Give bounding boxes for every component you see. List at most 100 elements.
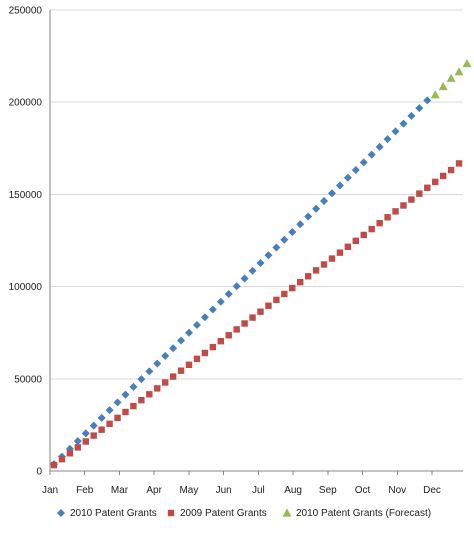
x-tick-label: Mar (111, 485, 129, 496)
series-1-point (50, 461, 58, 469)
series-1-point (122, 408, 129, 416)
series-1-point (146, 391, 153, 398)
series-0-point (407, 111, 416, 120)
series-1-point (177, 367, 185, 374)
series-1-point (209, 343, 217, 351)
series-0-point (105, 406, 114, 415)
series-1-point (138, 396, 145, 404)
series-0-point (232, 282, 241, 291)
series-1-point (408, 196, 415, 203)
series-1-point (58, 455, 66, 463)
x-tick-label: Jan (42, 485, 58, 496)
series-1-point (273, 296, 280, 304)
series-1-point (368, 225, 375, 233)
series-1-point (416, 190, 423, 197)
legend-label-0: 2010 Patent Grants (70, 508, 157, 519)
series-2-point (454, 67, 464, 76)
series-1-point (400, 202, 407, 209)
series-0-point (415, 104, 424, 113)
series-1-point (74, 444, 82, 451)
series-1-point (201, 349, 209, 357)
series-1-point (344, 243, 352, 250)
series-1-point (392, 208, 399, 215)
series-0-point (208, 305, 217, 314)
series-1-point (193, 355, 201, 363)
series-0-point (121, 390, 130, 399)
legend-marker-2 (282, 508, 292, 517)
series-0-point (224, 289, 233, 298)
series-1-point (297, 278, 304, 286)
series-2-point (462, 58, 472, 68)
series-1-point (336, 249, 344, 256)
series-0-point (161, 351, 170, 360)
series-1-point (328, 255, 336, 262)
x-tick-label: Jul (252, 485, 265, 496)
series-0-point (73, 437, 82, 446)
series-0-point (185, 328, 194, 337)
series-2-point (446, 73, 456, 82)
series-0-point (248, 266, 257, 275)
series-2-point (430, 90, 440, 99)
series-0-point (335, 181, 344, 190)
series-0-point (391, 127, 400, 136)
legend-label-1: 2009 Patent Grants (180, 508, 267, 519)
series-0-point (343, 173, 352, 182)
x-tick-label: May (179, 485, 198, 496)
series-0-point (272, 243, 281, 252)
series-0-point (129, 382, 138, 391)
x-tick-label: Feb (76, 485, 94, 496)
series-0-point (327, 189, 336, 198)
series-0-point (296, 220, 305, 229)
series-1-point (98, 426, 105, 433)
series-1-point (185, 361, 193, 368)
series-2-point (438, 82, 448, 91)
series-0-point (280, 235, 289, 244)
series-0-point (383, 135, 392, 144)
series-0-point (256, 258, 265, 267)
series-1-point (82, 438, 89, 445)
series-1-point (114, 414, 121, 422)
series-1-point (384, 214, 391, 221)
series-0-point (399, 119, 408, 128)
series-1-point (424, 184, 431, 191)
series-0-point (423, 96, 432, 105)
x-tick-label: Apr (146, 485, 162, 496)
series-1-point (312, 267, 320, 274)
x-tick-label: Oct (355, 485, 371, 496)
y-tick-label: 100000 (9, 282, 43, 293)
series-0-point (177, 336, 186, 345)
series-0-point (169, 344, 178, 353)
series-1-point (249, 314, 256, 321)
series-0-point (137, 375, 146, 384)
series-1-point (289, 284, 296, 292)
series-0-point (367, 150, 376, 159)
series-1-point (154, 385, 161, 392)
series-0-point (240, 274, 249, 283)
series-1-point (352, 237, 360, 245)
series-0-point (97, 413, 106, 422)
series-1-point (217, 337, 224, 345)
series-0-point (304, 212, 313, 221)
series-0-point (216, 297, 225, 306)
legend-label-2: 2010 Patent Grants (Forecast) (296, 508, 431, 519)
series-0-point (89, 421, 98, 430)
legend-marker-0 (57, 509, 65, 517)
series-0-point (264, 251, 273, 260)
series-0-point (288, 228, 297, 237)
y-tick-label: 0 (36, 467, 42, 478)
series-0-point (81, 429, 90, 438)
series-1-point (376, 219, 383, 227)
series-1-point (447, 166, 455, 174)
series-0-point (359, 158, 368, 167)
series-1-point (130, 402, 137, 410)
series-0-point (320, 197, 329, 206)
series-1-point (241, 320, 248, 327)
series-1-point (360, 231, 367, 239)
series-1-point (225, 332, 232, 339)
series-0-point (153, 359, 162, 368)
y-tick-label: 250000 (9, 6, 43, 17)
series-1-point (265, 302, 272, 309)
series-0-point (312, 204, 321, 213)
series-1-point (106, 420, 113, 427)
